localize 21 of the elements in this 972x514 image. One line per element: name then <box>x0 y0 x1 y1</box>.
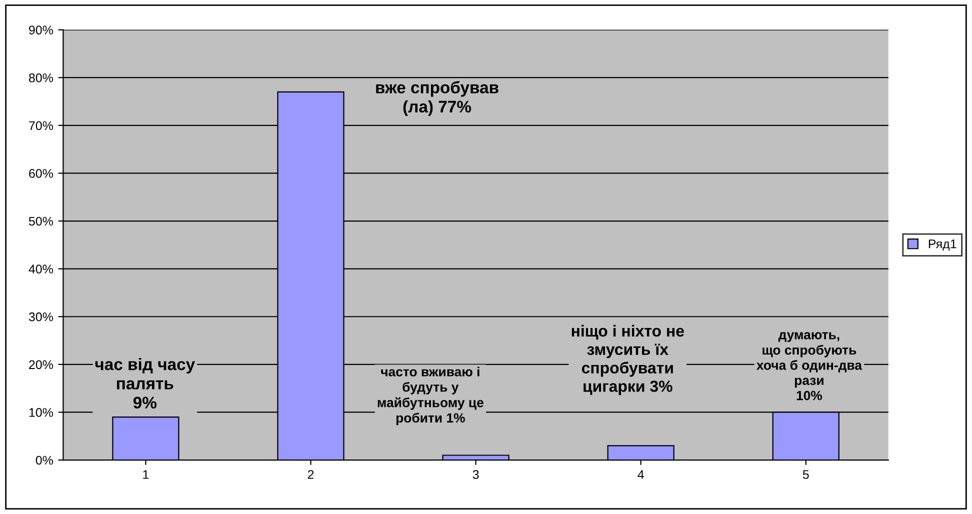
y-tick-label: 70% <box>29 121 54 130</box>
y-tick-label: 90% <box>29 26 54 34</box>
y-tick-label: 20% <box>29 360 54 370</box>
y-tick-label: 30% <box>28 312 54 322</box>
legend-label: Ряд1 <box>928 240 956 251</box>
y-tick-label: 0% <box>36 456 54 465</box>
y-tick-label: 50% <box>28 216 54 226</box>
annotation: час від часу палять 9% <box>95 358 195 409</box>
x-tick-label: 4 <box>638 470 644 479</box>
y-tick-label: 80% <box>28 73 54 82</box>
y-tick-label: 60% <box>29 169 54 178</box>
y-tick-label: 40% <box>28 264 54 274</box>
x-tick-label: 2 <box>308 470 314 479</box>
y-tick-label: 10% <box>29 408 54 417</box>
annotation: думають, що спробують хоча б один-два рази 10% <box>756 332 862 400</box>
x-tick-label: 5 <box>802 470 809 479</box>
x-tick-label: 3 <box>472 470 479 479</box>
annotation: вже спробував (ла) 77% <box>376 81 498 116</box>
annotation: ніщо і ніхто не змусить їх спробувати цигарки 3% <box>572 324 684 396</box>
annotation: часто вживаю і будуть у майбутньому це робити 1% <box>378 366 484 426</box>
x-tick-label: 1 <box>143 470 149 479</box>
